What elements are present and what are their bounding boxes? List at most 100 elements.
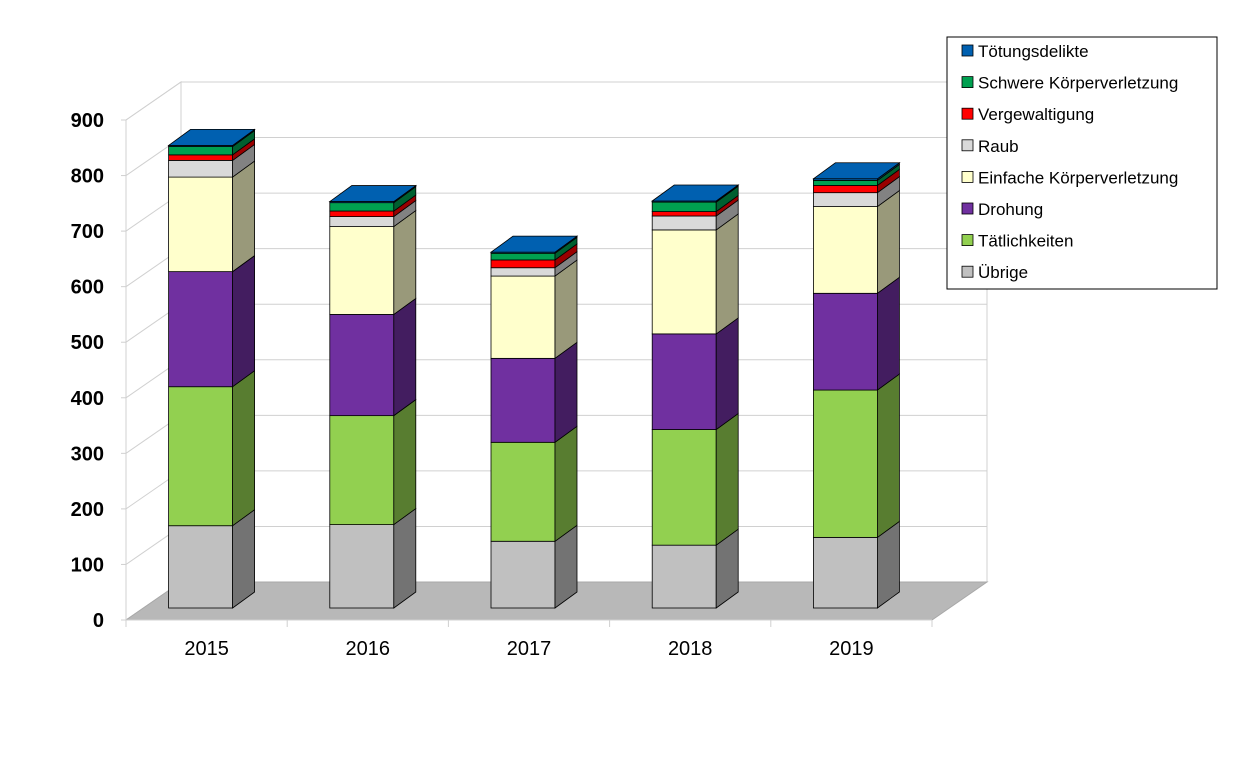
gridline-side — [125, 81, 182, 121]
legend-item: Einfache Körperverletzung — [961, 168, 1178, 187]
legend-swatch — [961, 44, 974, 57]
bar-segment — [813, 185, 878, 194]
legend-label: Tätlichkeiten — [978, 232, 1073, 251]
legend-item: Drohung — [961, 200, 1043, 219]
bar-segment-side — [232, 160, 256, 273]
y-tick-label: 400 — [71, 388, 104, 410]
bar-top — [489, 235, 579, 253]
bar-segment-side — [232, 508, 256, 609]
bar-segment — [813, 180, 878, 186]
bar-stack-2017 — [489, 235, 579, 609]
legend-swatch — [961, 170, 974, 183]
legend-box — [946, 36, 1218, 290]
bar-segment — [168, 271, 234, 388]
bar-stack-2018 — [650, 184, 740, 609]
bar-segment — [651, 229, 717, 335]
legend-label: Vergewaltigung — [978, 105, 1094, 124]
legend-item: Übrige — [961, 263, 1028, 282]
legend-label: Übrige — [978, 263, 1028, 282]
bar-segment — [651, 215, 717, 231]
legend-swatch — [961, 139, 974, 152]
bar-segment — [329, 202, 395, 212]
y-tick-label: 600 — [71, 277, 104, 299]
legend-label: Tötungsdelikte — [978, 42, 1089, 61]
legend-swatch — [961, 265, 974, 278]
bar-segment — [813, 206, 878, 294]
bar-segment — [168, 160, 234, 178]
bar-segment — [168, 154, 234, 161]
legend-item: Tötungsdelikte — [961, 42, 1089, 61]
legend-item: Vergewaltigung — [961, 105, 1094, 124]
bar-segment — [329, 210, 395, 217]
y-tick-label: 700 — [71, 221, 104, 243]
y-tick-label: 200 — [71, 499, 104, 521]
legend-label: Raub — [978, 137, 1019, 156]
bar-segment-side — [554, 259, 578, 360]
y-tick-label: 800 — [71, 166, 104, 188]
bar-segment — [168, 146, 234, 156]
bar-segment-side — [877, 373, 900, 539]
bar-segment-side — [393, 297, 417, 417]
bar-stack-2019 — [812, 161, 901, 609]
bar-segment-side — [715, 213, 739, 335]
bar-segment — [168, 176, 234, 273]
bar-segment-side — [393, 398, 417, 526]
bar-segment-side — [554, 341, 578, 444]
bar-segment — [651, 429, 717, 546]
y-tick-label: 500 — [71, 332, 104, 354]
bar-segment-side — [232, 369, 256, 527]
legend-label: Drohung — [978, 200, 1043, 219]
bar-top — [328, 185, 418, 202]
bar-top — [812, 162, 901, 180]
legend-item: Schwere Körperverletzung — [961, 74, 1178, 93]
bar-segment — [651, 333, 717, 430]
bar-segment — [651, 201, 717, 212]
x-tick-label: 2017 — [507, 638, 552, 660]
bar-segment — [490, 275, 556, 359]
y-tick-label: 100 — [71, 554, 104, 576]
legend-label: Einfache Körperverletzung — [978, 168, 1178, 187]
bar-top — [167, 129, 256, 146]
bar-segment — [168, 525, 234, 609]
bar-top — [650, 184, 740, 202]
legend-label: Schwere Körperverletzung — [978, 74, 1178, 93]
bar-segment — [490, 357, 556, 443]
y-tick-label: 900 — [71, 110, 104, 132]
bar-segment — [813, 536, 878, 609]
legend-item: Tätlichkeiten — [961, 232, 1073, 251]
bar-segment — [329, 226, 395, 315]
legend: Tötungsdelikte Schwere Körperverletzung Ve… — [946, 36, 1218, 290]
x-tick-label: 2015 — [184, 638, 229, 660]
bar-segment — [490, 259, 556, 269]
bar-segment — [329, 524, 395, 609]
bar-segment — [329, 415, 395, 525]
bar-segment-side — [393, 209, 417, 316]
bars — [167, 128, 901, 609]
bar-segment-side — [715, 412, 739, 546]
bar-segment-side — [877, 276, 900, 391]
bar-segment — [329, 314, 395, 417]
bar-segment — [813, 389, 878, 538]
bar-segment-side — [877, 189, 900, 295]
x-tick-label: 2019 — [829, 638, 874, 660]
y-tick-label: 0 — [93, 610, 104, 632]
bar-segment-side — [554, 425, 578, 543]
bar-segment — [490, 252, 556, 261]
y-tick-label: 300 — [71, 443, 104, 465]
bar-stack-2015 — [167, 128, 256, 609]
bar-segment — [329, 216, 395, 227]
bar-segment — [168, 386, 234, 527]
bar-stack-2016 — [328, 184, 418, 609]
bar-segment — [490, 540, 556, 609]
bar-segment — [651, 544, 717, 609]
bar-segment-side — [393, 507, 417, 609]
bar-segment — [813, 292, 878, 391]
bar-segment — [813, 192, 878, 207]
legend-swatch — [961, 234, 974, 247]
bar-segment — [490, 441, 556, 542]
bar-segment-side — [232, 254, 256, 388]
x-tick-label: 2018 — [668, 638, 713, 660]
bar-segment — [651, 211, 717, 217]
bar-segment-side — [715, 317, 739, 431]
